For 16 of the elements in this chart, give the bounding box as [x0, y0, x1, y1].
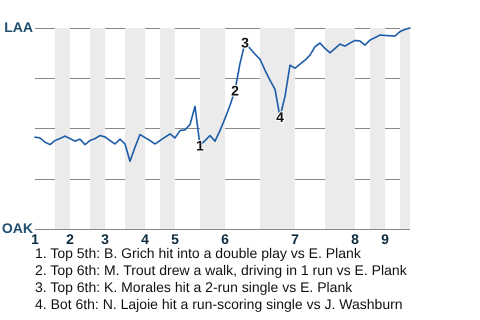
x-tick-label: 4 — [141, 231, 150, 247]
x-tick-label: 2 — [66, 231, 74, 247]
text: 1. Top 5th: B. Grich hit into a double play vs E. Plank — [35, 245, 362, 261]
text: OAK — [2, 220, 34, 236]
text: LAA — [4, 19, 34, 35]
x-tick-label: 8 — [351, 231, 360, 247]
text: 3. Top 6th: K. Morales hit a 2-run single vs E. Plank — [35, 279, 354, 295]
text: 2. Top 6th: M. Trout drew a walk, driving in 1 run vs E. Plank — [35, 262, 408, 278]
x-tick-label: 3 — [101, 231, 110, 247]
x-tick-label: 6 — [221, 231, 230, 247]
x-tick-label: 1 — [31, 231, 40, 247]
text: 4. Bot 6th: N. Lajoie hit a run-scoring single vs J. Washburn — [35, 296, 403, 312]
x-tick-label: 5 — [171, 231, 180, 247]
annotation: 4 — [276, 109, 284, 126]
x-tick-label: 9 — [381, 231, 390, 247]
x-tick-label: 7 — [291, 231, 300, 247]
